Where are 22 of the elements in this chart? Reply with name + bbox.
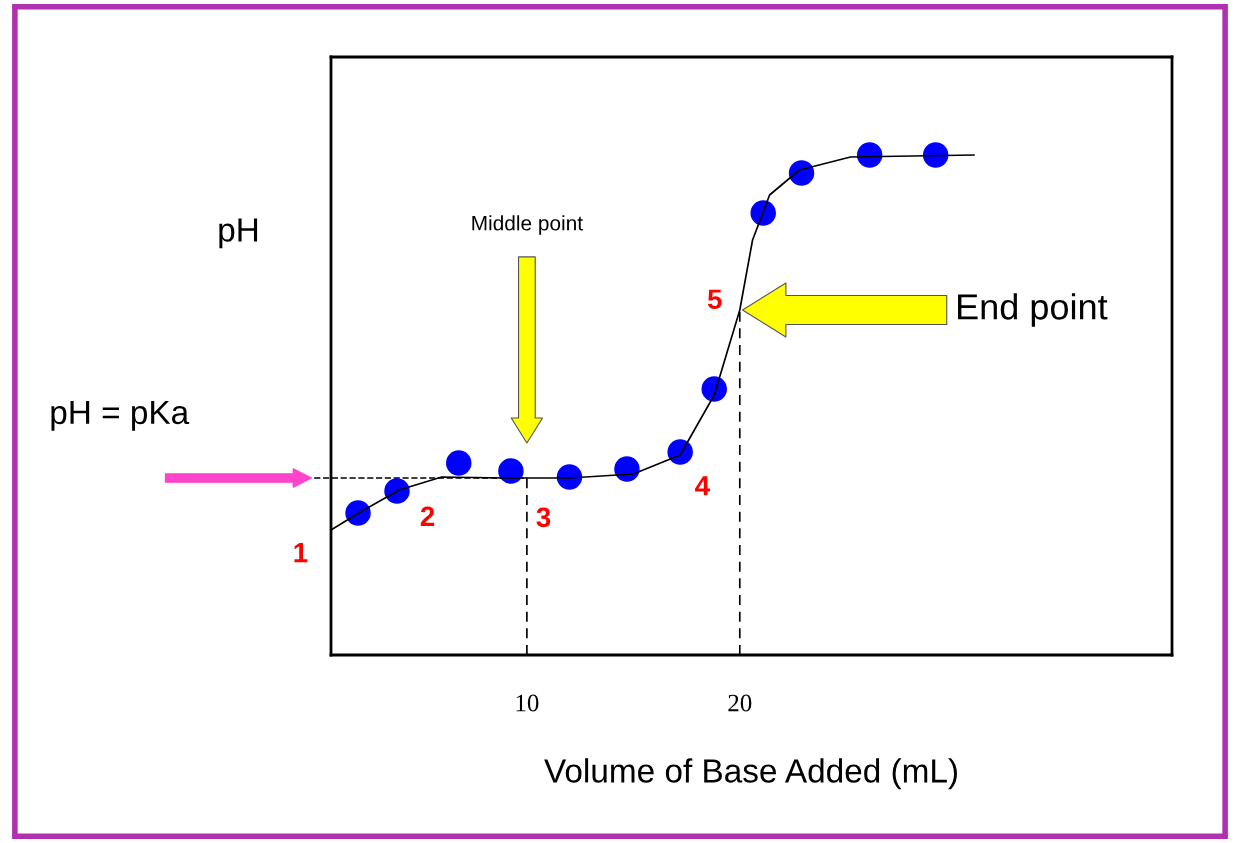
annotation: 1 bbox=[294, 543, 308, 563]
point bbox=[384, 478, 410, 504]
point bbox=[345, 500, 371, 526]
point bbox=[667, 439, 693, 465]
text: pH = pKa bbox=[51, 400, 190, 431]
annotation: 3 bbox=[536, 507, 551, 528]
point bbox=[750, 200, 776, 226]
annotation: 5 bbox=[707, 289, 722, 310]
y-axis-title: pH bbox=[219, 218, 258, 249]
annotation: 4 bbox=[695, 476, 710, 496]
x-tick-label: 20 bbox=[728, 694, 752, 712]
x-axis-title: Volume of Base Added (mL) bbox=[544, 758, 957, 790]
point bbox=[446, 450, 472, 476]
x-tick-label: 10 bbox=[516, 694, 539, 712]
annotation: End point bbox=[958, 293, 1108, 327]
point bbox=[498, 458, 524, 484]
point bbox=[856, 142, 883, 168]
annotation: Middle point bbox=[472, 215, 583, 235]
point bbox=[788, 160, 815, 186]
point bbox=[701, 376, 727, 402]
point bbox=[614, 456, 640, 482]
annotation: 2 bbox=[420, 506, 435, 526]
